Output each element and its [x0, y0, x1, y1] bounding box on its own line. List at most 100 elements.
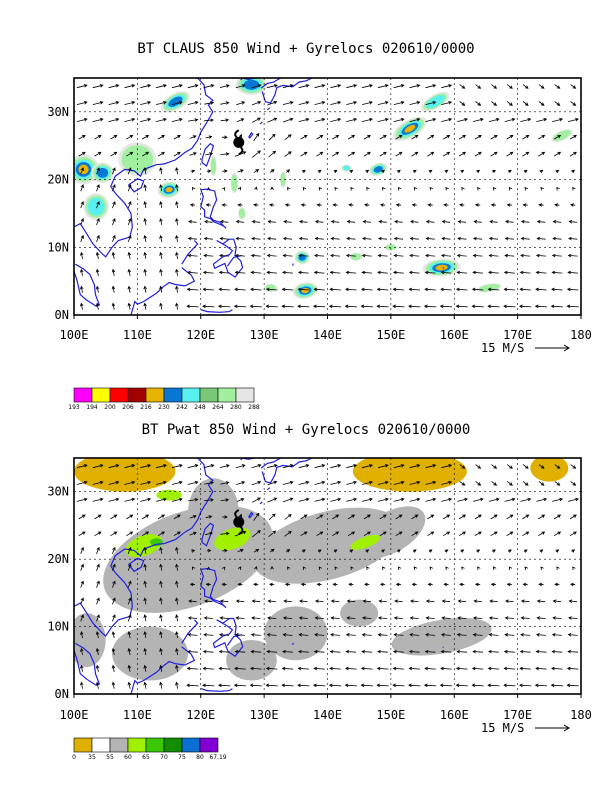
- wind-arrow: [297, 683, 310, 688]
- wind-arrow: [175, 268, 179, 276]
- coastline: [74, 78, 214, 258]
- wind-arrow: [143, 285, 147, 293]
- wind-arrow: [362, 236, 372, 241]
- cloud-shade: [243, 79, 260, 90]
- wind-arrow: [80, 614, 84, 622]
- wind-arrow: [378, 219, 387, 224]
- wind-arrow: [472, 497, 484, 502]
- wind-arrow: [189, 582, 196, 587]
- wind-arrow: [362, 101, 373, 105]
- wind-arrow: [112, 563, 116, 571]
- wind-arrow: [377, 633, 388, 637]
- wind-arrow: [362, 117, 373, 122]
- wind-arrow: [175, 546, 179, 554]
- wind-arrow: [551, 253, 562, 258]
- wind-arrow: [413, 186, 418, 191]
- wind-arrow: [270, 565, 274, 570]
- wind-arrow: [568, 497, 579, 502]
- wind-arrow: [157, 531, 166, 537]
- wind-arrow: [330, 84, 342, 89]
- wind-arrow: [491, 84, 498, 89]
- wind-arrow: [538, 101, 545, 106]
- wind-arrow: [143, 647, 147, 656]
- wind-arrow: [365, 549, 370, 553]
- wind-arrow: [552, 219, 562, 224]
- wind-arrow: [92, 480, 104, 485]
- wind-arrow: [567, 253, 578, 258]
- wind-arrow: [442, 134, 451, 140]
- cloud-shade: [87, 197, 105, 216]
- wind-arrow: [204, 219, 213, 224]
- wind-arrow: [95, 664, 100, 672]
- wind-arrow: [202, 270, 214, 275]
- wind-arrow: [159, 664, 163, 672]
- wind-arrow: [175, 302, 179, 310]
- wind-arrow: [361, 270, 373, 275]
- wind-arrow: [364, 582, 370, 587]
- wind-arrow: [175, 200, 179, 209]
- wind-arrow: [205, 531, 214, 536]
- wind-arrow: [143, 681, 147, 689]
- wind-arrow: [175, 664, 179, 672]
- wind-arrow: [425, 497, 437, 502]
- coastline: [259, 501, 263, 505]
- pwat-55-60: [391, 617, 492, 656]
- wind-arrow: [189, 135, 197, 139]
- wind-arrow: [540, 566, 544, 571]
- wind-arrow: [347, 151, 356, 157]
- wind-arrow: [472, 236, 483, 241]
- pwat-55-60: [264, 606, 328, 661]
- wind-arrow: [409, 497, 421, 502]
- wind-arrow: [440, 253, 451, 258]
- vector-reference-label: 15 M/S: [481, 721, 524, 735]
- wind-arrow: [394, 599, 403, 603]
- wind-arrow: [487, 666, 500, 671]
- gyre-location-icon: [233, 129, 245, 156]
- wind-arrow: [316, 203, 322, 207]
- wind-arrow: [187, 649, 198, 654]
- wind-arrow: [477, 186, 481, 191]
- wind-arrow: [159, 251, 163, 259]
- wind-arrow: [92, 101, 104, 105]
- wind-arrow: [488, 633, 499, 637]
- wind-arrow: [108, 101, 120, 105]
- wind-arrow: [538, 84, 545, 89]
- wind-arrow: [441, 117, 453, 122]
- wind-arrow: [287, 186, 291, 191]
- wind-arrow: [143, 184, 147, 192]
- wind-arrow: [268, 150, 277, 158]
- wind-arrow: [409, 253, 420, 258]
- wind-arrow: [253, 512, 260, 521]
- wind-arrow: [475, 101, 482, 106]
- wind-arrow: [187, 464, 199, 469]
- wind-arrow: [284, 513, 292, 520]
- coastline: [248, 131, 254, 139]
- wind-arrow: [143, 234, 147, 242]
- wind-arrow: [460, 549, 465, 553]
- wind-arrow: [284, 582, 291, 587]
- wind-arrow: [393, 117, 405, 122]
- wind-arrow: [490, 151, 498, 157]
- wind-arrow: [112, 201, 116, 209]
- wind-arrow: [522, 514, 530, 520]
- wind-arrow: [236, 101, 246, 106]
- wind-arrow: [330, 117, 342, 122]
- wind-arrow: [234, 666, 246, 671]
- wind-arrow: [78, 514, 86, 520]
- wind-arrow: [568, 219, 577, 224]
- wind-arrow: [410, 219, 419, 224]
- wind-arrow: [346, 117, 358, 122]
- wind-arrow: [143, 251, 147, 259]
- wind-arrow: [363, 531, 371, 537]
- wind-arrow: [457, 117, 469, 122]
- colorbar-label: 216: [140, 404, 152, 411]
- colorbar-label: 70: [160, 754, 168, 761]
- wind-arrow: [80, 167, 84, 175]
- wind-arrow: [251, 84, 262, 89]
- wind-arrow: [251, 219, 261, 224]
- wind-arrow: [112, 184, 116, 192]
- wind-arrow: [140, 84, 152, 89]
- colorbar-swatch: [181, 737, 201, 753]
- wind-arrow: [475, 84, 482, 89]
- wind-arrow: [159, 200, 163, 209]
